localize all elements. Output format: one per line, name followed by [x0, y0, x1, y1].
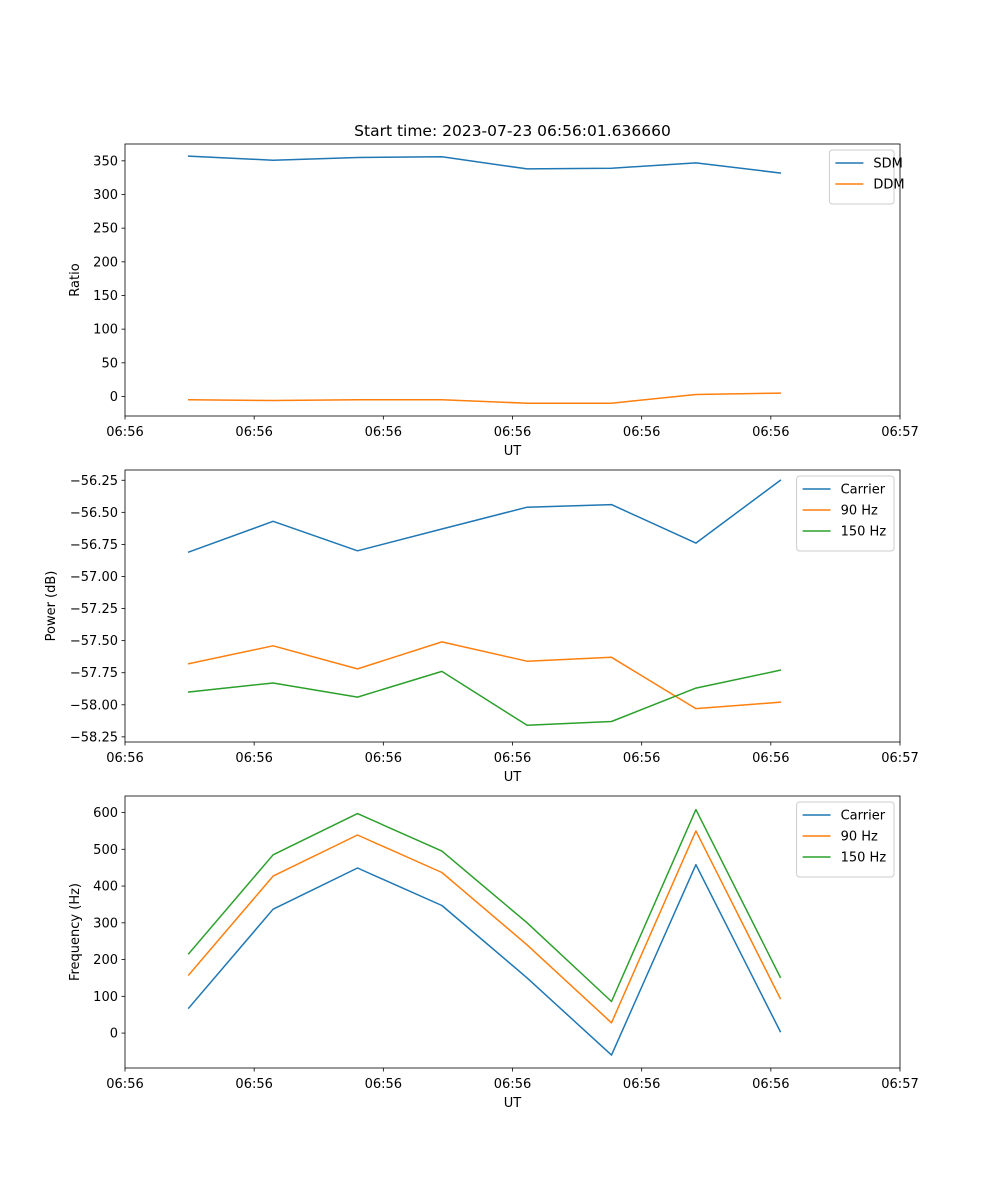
y-axis-label: Ratio [68, 263, 83, 296]
x-tick-label: 06:56 [494, 425, 531, 440]
series-line-90-hz [187, 641, 782, 710]
y-tick-label: 200 [93, 255, 118, 270]
x-axis-label: UT [504, 1096, 522, 1111]
x-tick-label: 06:57 [881, 751, 918, 766]
series-line-150-hz [187, 669, 782, 727]
x-tick-label: 06:56 [106, 425, 143, 440]
y-tick-label: −57.50 [70, 634, 118, 649]
y-tick-label: −57.75 [70, 666, 118, 681]
x-tick-label: 06:56 [623, 1077, 660, 1092]
y-tick-label: 100 [93, 990, 118, 1005]
legend-label: 150 Hz [841, 525, 887, 540]
legend: Carrier 90 Hz 150 Hz [796, 475, 895, 552]
y-tick-label: 200 [93, 953, 118, 968]
legend-label: 90 Hz [841, 830, 878, 845]
y-tick-label: 300 [93, 916, 118, 931]
legend: SDM DDM [828, 149, 905, 205]
legend-label: DDM [873, 178, 904, 193]
series-line-90-hz [187, 830, 782, 1024]
y-tick-label: 0 [110, 1027, 118, 1042]
x-tick-label: 06:56 [365, 1077, 402, 1092]
x-axis-label: UT [504, 770, 522, 785]
y-tick-label: −58.25 [70, 730, 118, 745]
legend-box [796, 475, 895, 552]
y-tick-label: 300 [93, 188, 118, 203]
series-line-150-hz [187, 808, 782, 1003]
y-axis-label: Power (dB) [44, 571, 59, 642]
series-line-carrier [187, 863, 782, 1056]
x-tick-label: 06:56 [106, 1077, 143, 1092]
series-line-ddm [187, 392, 782, 404]
y-axis-label: Frequency (Hz) [68, 883, 83, 981]
y-tick-label: 0 [110, 390, 118, 405]
x-tick-label: 06:56 [365, 751, 402, 766]
series-line-carrier [187, 479, 782, 554]
x-tick-label: 06:57 [881, 425, 918, 440]
series-line-sdm [187, 155, 782, 174]
y-tick-label: 150 [93, 289, 118, 304]
legend-label: SDM [873, 157, 902, 172]
legend: Carrier 90 Hz 150 Hz [796, 801, 895, 878]
legend-label: 150 Hz [841, 851, 887, 866]
x-tick-label: 06:56 [494, 751, 531, 766]
y-tick-label: −58.00 [70, 698, 118, 713]
x-tick-label: 06:56 [235, 751, 272, 766]
x-tick-label: 06:56 [365, 425, 402, 440]
x-tick-label: 06:56 [752, 425, 789, 440]
x-tick-label: 06:56 [106, 751, 143, 766]
y-tick-label: 500 [93, 843, 118, 858]
y-tick-label: −57.00 [70, 570, 118, 585]
x-tick-label: 06:56 [494, 1077, 531, 1092]
x-tick-label: 06:56 [235, 1077, 272, 1092]
legend-label: Carrier [841, 483, 886, 498]
y-tick-label: 100 [93, 323, 118, 338]
x-tick-label: 06:56 [623, 751, 660, 766]
y-tick-label: −56.25 [70, 474, 118, 489]
y-tick-label: 600 [93, 806, 118, 821]
x-tick-label: 06:57 [881, 1077, 918, 1092]
legend-label: Carrier [841, 809, 886, 824]
x-tick-label: 06:56 [623, 425, 660, 440]
chart-panel-2: −58.25 −58.00 −57.75 −57.50 −57.25 −57.00 −56.… [44, 469, 919, 785]
chart-panel-1: 0 50 100 150 200 250 300 350 06:56 06:56 06:56 06:5… [68, 122, 919, 459]
y-tick-label: −56.75 [70, 538, 118, 553]
x-tick-label: 06:56 [752, 751, 789, 766]
y-tick-label: 350 [93, 154, 118, 169]
chart-panel-3: 0 100 200 300 400 500 600 06:56 06:56 06:56 06:56 0… [68, 795, 919, 1111]
y-tick-label: 400 [93, 880, 118, 895]
legend-box [796, 801, 895, 878]
x-tick-label: 06:56 [752, 1077, 789, 1092]
y-tick-label: 250 [93, 222, 118, 237]
y-tick-label: −57.25 [70, 602, 118, 617]
chart-title: Start time: 2023-07-23 06:56:01.636660 [354, 122, 671, 140]
legend-label: 90 Hz [841, 504, 878, 519]
x-axis-label: UT [504, 444, 522, 459]
y-tick-label: 50 [101, 356, 118, 371]
x-tick-label: 06:56 [235, 425, 272, 440]
y-tick-label: −56.50 [70, 506, 118, 521]
